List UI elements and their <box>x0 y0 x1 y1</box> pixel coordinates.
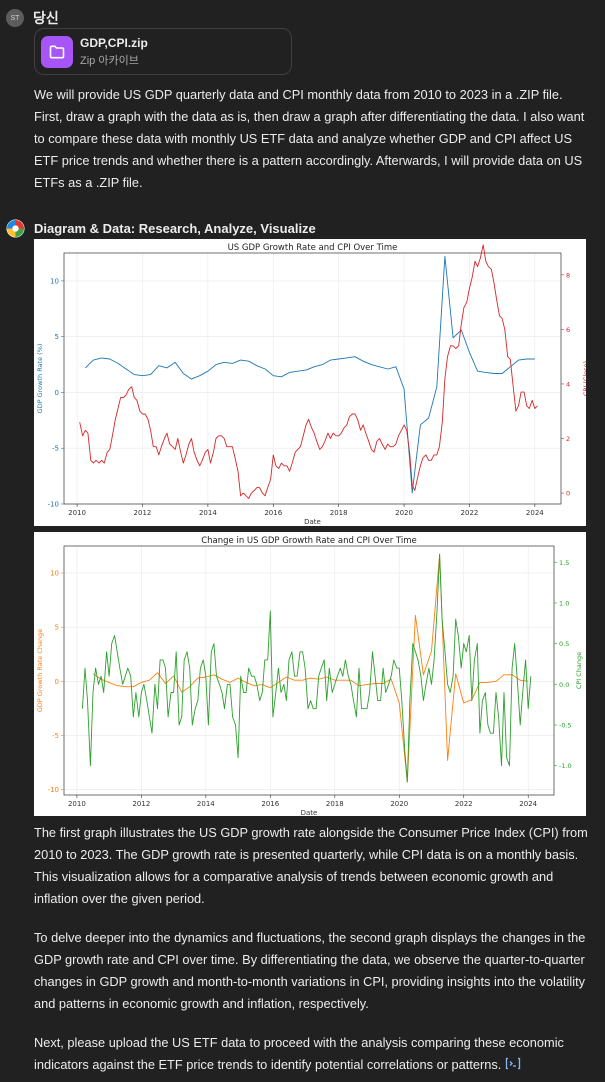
chart1-x-axis-label: Date <box>304 518 321 526</box>
answer-paragraph-3-text: Next, please upload the US ETF data to p… <box>34 1035 564 1072</box>
chart1-title: US GDP Growth Rate and CPI Over Time <box>228 243 398 253</box>
chart1-x-tick-label: 2014 <box>199 509 217 517</box>
chart1-x-tick-label: 2016 <box>264 509 282 517</box>
chart1-x-tick-label: 2022 <box>461 509 479 517</box>
chart2-series-line-right <box>81 553 532 783</box>
change-chart-svg: 2010 2012 2014 2016 2018 2020 2022 2024 Date -10 -… <box>36 536 583 816</box>
attachment-card[interactable]: GDP,CPI.zip Zip 아카이브 <box>34 28 292 75</box>
answer-paragraph-2: To delve deeper into the dynamics and fl… <box>34 930 586 1011</box>
chart1-series-line-left <box>84 255 535 494</box>
chart2-x-tick-label: 2024 <box>519 800 537 808</box>
user-name: 당신 <box>33 10 59 26</box>
chart1-y-right-axis-label: CPI (Close) <box>582 361 586 396</box>
chart1-y-left-tick-label: 10 <box>50 277 59 285</box>
chart2-x-tick-label: 2018 <box>326 800 344 808</box>
chart2-y-left-tick-label: -10 <box>48 786 59 794</box>
chart1-y-right-tick-label: 2 <box>566 435 570 443</box>
user-header: ST 당신 <box>6 8 59 28</box>
chart1-y-right-tick-label: 8 <box>566 271 570 279</box>
attachment-name: GDP,CPI.zip <box>80 35 148 50</box>
chart2-x-tick-label: 2014 <box>197 800 215 808</box>
user-avatar: ST <box>6 9 24 27</box>
attachment-type: Zip 아카이브 <box>80 54 139 67</box>
chart1-y-right-tick-label: 4 <box>566 380 570 388</box>
chart2-y-right-tick-label: 0.0 <box>559 681 569 689</box>
chart2-y-left-tick-label: 0 <box>55 678 59 686</box>
chart1-plot-frame <box>63 252 562 505</box>
chart2-series-line-left <box>92 554 529 783</box>
chart1-x-tick-label: 2012 <box>134 509 152 517</box>
chart1-series-line-right <box>79 244 538 499</box>
chart2-x-tick-label: 2020 <box>390 800 408 808</box>
chart1-y-right-tick-label: 0 <box>566 490 570 498</box>
chart2-y-left-tick-label: 10 <box>50 570 59 578</box>
chart2-title: Change in US GDP Growth Rate and CPI Ove… <box>201 536 417 546</box>
chart1-x-tick-label: 2018 <box>330 509 348 517</box>
answer-paragraph-1: The first graph illustrates the US GDP g… <box>34 825 588 906</box>
chart2-y-right-tick-label: -1.0 <box>559 762 572 770</box>
chart2-y-right-axis-label: CPI Change <box>575 652 583 689</box>
chart1-x-tick-label: 2024 <box>526 509 544 517</box>
assistant-logo-icon <box>6 219 25 238</box>
code-citation-icon[interactable] <box>505 1055 521 1077</box>
chart1-x-tick-label: 2020 <box>395 509 413 517</box>
chart1-x-tick-label: 2010 <box>68 509 86 517</box>
gdp-cpi-chart-svg: 2010 2012 2014 2016 2018 2020 2022 2024Date-10-… <box>36 243 586 526</box>
chart2-y-right-tick-label: 1.5 <box>559 559 569 567</box>
chart1-y-right-tick-label: 6 <box>566 326 570 334</box>
folder-icon <box>41 35 73 68</box>
chart2-y-right-tick-label: 1.0 <box>559 599 569 607</box>
chart2-y-right-tick-label: -0.5 <box>559 722 572 730</box>
gdp-cpi-chart: 2010 2012 2014 2016 2018 2020 2022 2024 Date -10-… <box>34 239 586 526</box>
chart2-y-left-axis-label: GDP Growth Rate Change <box>36 629 44 712</box>
assistant-name: Diagram & Data: Research, Analyze, Visua… <box>34 221 316 236</box>
chart2-x-tick-label: 2012 <box>132 800 150 808</box>
chart1-y-left-tick-label: 5 <box>55 333 59 341</box>
chart1-y-left-axis-label: GDP Growth Rate (%) <box>36 344 44 414</box>
chart2-x-axis-label: Date <box>301 809 318 816</box>
change-chart: 2010 2012 2014 2016 2018 2020 2022 2024 Date -10 -… <box>34 532 586 816</box>
chart1-y-left-tick-label: 0 <box>55 389 59 397</box>
chart2-y-right-tick-label: 0.5 <box>559 640 569 648</box>
answer-paragraph-3: Next, please upload the US ETF data to p… <box>34 1032 590 1077</box>
assistant-header: Diagram & Data: Research, Analyze, Visua… <box>6 219 316 238</box>
chart2-y-left-tick-label: -5 <box>52 732 59 740</box>
chart2-y-left-tick-label: 5 <box>55 624 59 632</box>
chart2-x-tick-label: 2022 <box>455 800 473 808</box>
chart2-x-tick-label: 2016 <box>261 800 279 808</box>
chart1-y-left-tick-label: -10 <box>48 501 59 509</box>
user-message: We will provide US GDP quarterly data an… <box>34 87 585 190</box>
chart2-plot-frame <box>63 545 555 796</box>
chart1-y-left-tick-label: -5 <box>52 445 59 453</box>
chart2-x-tick-label: 2010 <box>68 800 86 808</box>
